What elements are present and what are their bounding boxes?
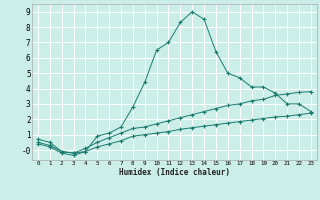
X-axis label: Humidex (Indice chaleur): Humidex (Indice chaleur)	[119, 168, 230, 177]
